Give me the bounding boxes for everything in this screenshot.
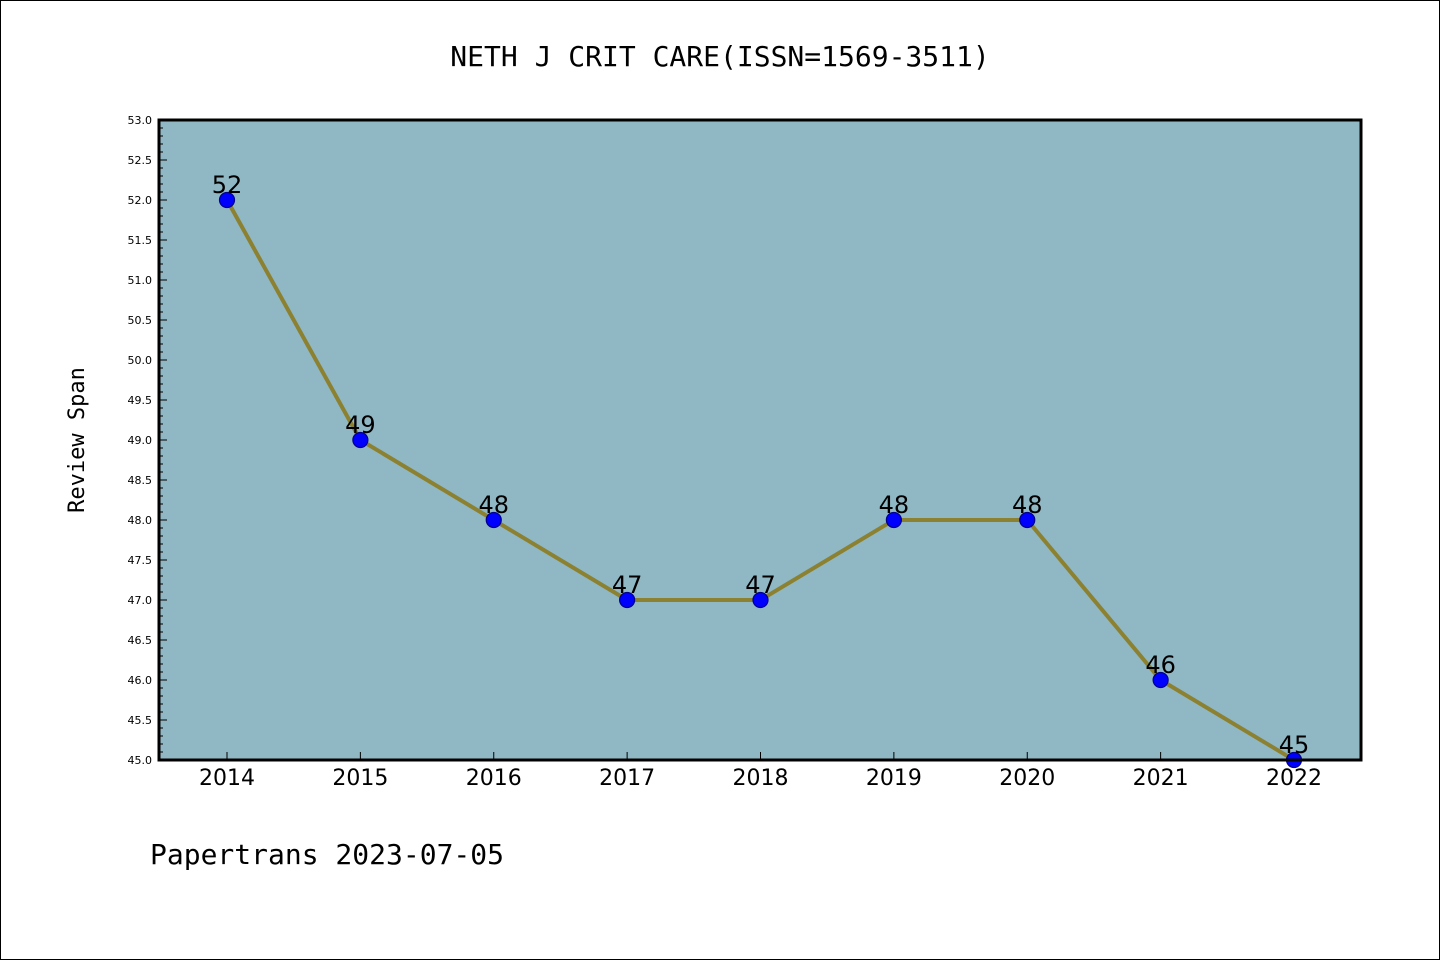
data-label: 52 (212, 171, 243, 199)
data-point (885, 511, 902, 529)
data-point (218, 191, 236, 209)
data-label: 48 (879, 491, 910, 519)
data-point (1019, 511, 1036, 529)
y-tick-label: 51.5 (128, 234, 153, 247)
y-axis: 45.0 45.5 46.0 46.5 47.0 47.5 48.0 48.5 49.0 49.5… (128, 114, 167, 767)
y-tick-label: 52.0 (128, 194, 153, 207)
data-label: 49 (345, 411, 376, 439)
y-tick-label: 52.5 (128, 154, 153, 167)
plot-area (159, 120, 1361, 760)
plot-border (157, 118, 1363, 762)
data-label: 48 (478, 491, 509, 519)
x-tick-label: 2014 (199, 766, 255, 791)
x-tick-label: 2015 (332, 766, 388, 791)
data-point (619, 591, 636, 609)
data-point (1152, 671, 1169, 689)
y-tick-label: 50.5 (128, 314, 153, 327)
y-tick-label: 49.5 (128, 394, 153, 407)
data-points (218, 191, 1303, 769)
x-tick-label: 2020 (999, 766, 1055, 791)
x-tick-label: 2022 (1266, 766, 1322, 791)
y-tick-label: 51.0 (128, 274, 153, 287)
y-tick-label: 50.0 (128, 354, 153, 367)
data-labels: 52 49 48 47 47 48 48 46 45 (212, 171, 1310, 759)
y-tick-label: 47.5 (128, 554, 153, 567)
y-tick-label: 48.5 (128, 474, 153, 487)
x-tick-label: 2021 (1133, 766, 1189, 791)
y-tick-label: 45.5 (128, 714, 153, 727)
data-label: 47 (612, 571, 643, 599)
y-tick-label: 46.5 (128, 634, 153, 647)
y-axis-label: Review Span (65, 367, 90, 513)
data-label: 45 (1279, 731, 1310, 759)
data-point (352, 431, 369, 449)
y-tick-label: 47.0 (128, 594, 153, 607)
chart-title: NETH J CRIT CARE(ISSN=1569-3511) (450, 40, 989, 73)
y-tick-label: 46.0 (128, 674, 153, 687)
y-tick-label: 49.0 (128, 434, 153, 447)
x-tick-label: 2017 (599, 766, 655, 791)
footer-credit: Papertrans 2023-07-05 (150, 838, 504, 871)
x-tick-label: 2019 (866, 766, 922, 791)
data-point (485, 511, 502, 529)
y-tick-label: 53.0 (128, 114, 153, 127)
data-label: 47 (745, 571, 776, 599)
x-tick-label: 2016 (466, 766, 522, 791)
data-point (752, 591, 769, 609)
y-tick-label: 48.0 (128, 514, 153, 527)
x-tick-label: 2018 (733, 766, 789, 791)
data-label: 46 (1145, 651, 1176, 679)
y-tick-label: 45.0 (128, 754, 153, 767)
data-label: 48 (1012, 491, 1043, 519)
